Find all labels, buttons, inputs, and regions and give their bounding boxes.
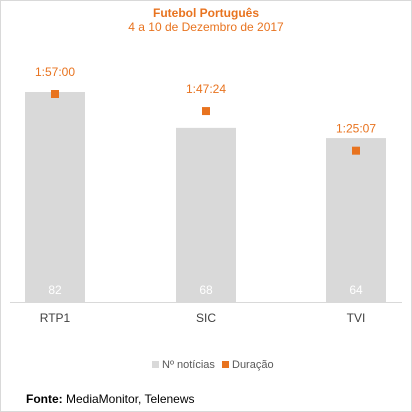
duration-label: 1:25:07	[336, 122, 376, 136]
legend-swatch-duration	[222, 361, 229, 368]
bar	[176, 127, 236, 302]
source-text: MediaMonitor, Telenews	[62, 392, 195, 406]
bar-value-label: 64	[349, 283, 363, 297]
x-tick-label: SIC	[196, 311, 216, 325]
legend-label-bars: Nº notícias	[162, 359, 215, 371]
duration-marker	[352, 146, 360, 155]
duration-marker	[51, 90, 59, 98]
bar	[25, 92, 85, 302]
source-prefix: Fonte:	[26, 392, 63, 406]
bar-value-label: 82	[48, 283, 62, 297]
bar	[326, 138, 386, 302]
x-tick-label: TVI	[347, 311, 366, 325]
bar-value-label: 68	[199, 283, 213, 297]
duration-label: 1:57:00	[35, 65, 75, 79]
duration-marker	[202, 107, 210, 116]
legend-label-duration: Duração	[232, 359, 274, 371]
duration-label: 1:47:24	[186, 82, 226, 96]
x-tick-label: RTP1	[40, 311, 71, 325]
legend-swatch-bars	[152, 361, 159, 368]
chart-title: Futebol Português	[153, 6, 259, 20]
chart-source: Fonte: MediaMonitor, Telenews	[26, 392, 195, 406]
chart-subtitle: 4 a 10 de Dezembro de 2017	[128, 20, 284, 34]
